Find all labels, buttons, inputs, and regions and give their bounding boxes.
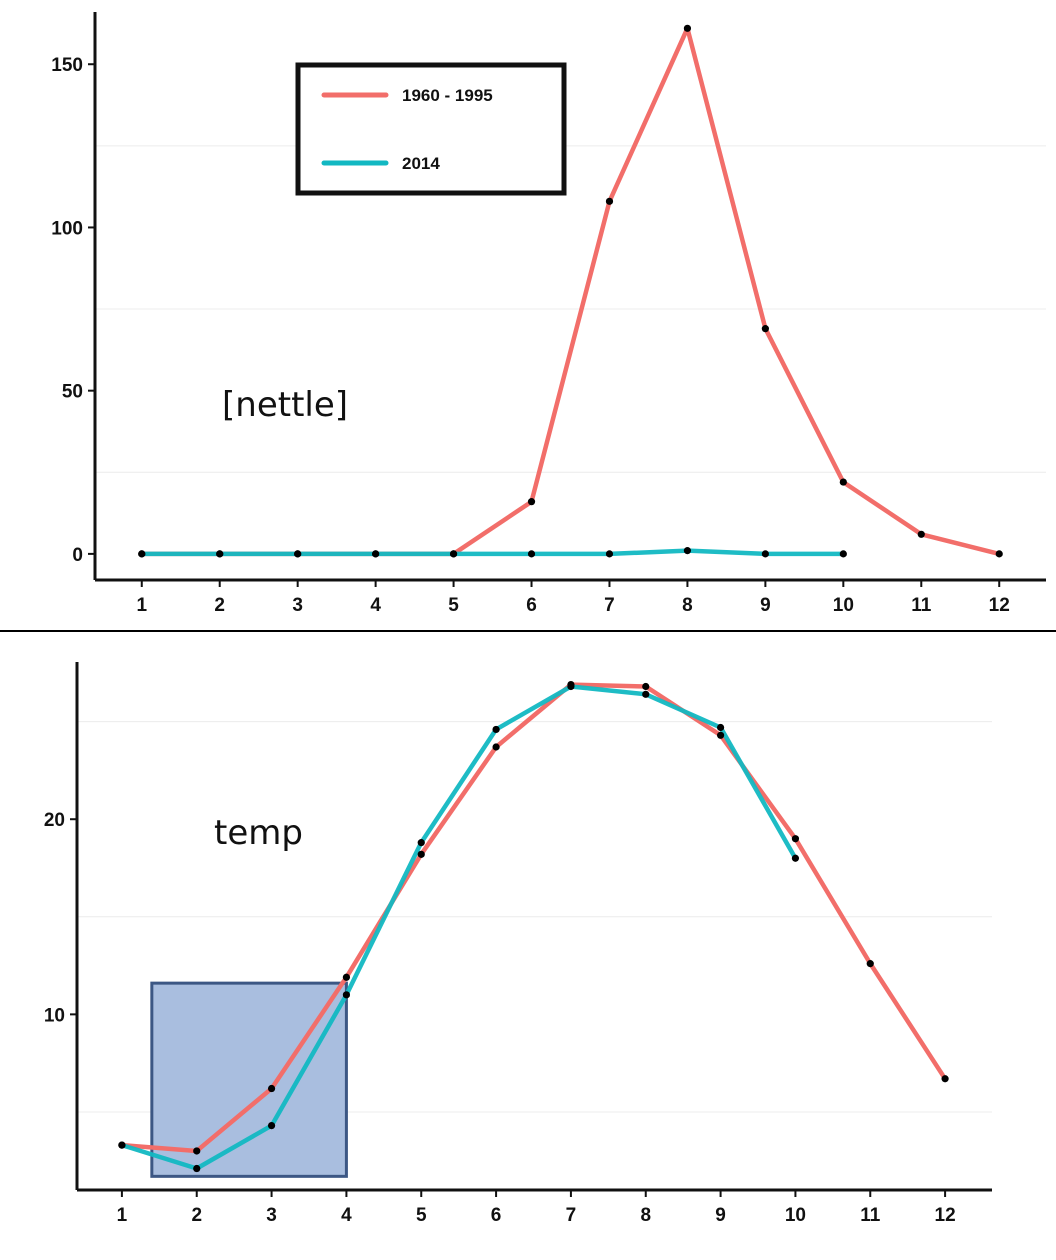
data-point: [683, 24, 692, 32]
data-point: [642, 682, 650, 691]
data-point: [791, 835, 800, 843]
x-tick-label: 9: [760, 595, 771, 616]
data-point: [716, 723, 725, 732]
series-line-2: [139, 548, 846, 557]
data-point: [917, 530, 925, 538]
x-tick-label: 2: [191, 1205, 202, 1226]
data-point: [492, 725, 500, 734]
data-point: [866, 960, 874, 968]
x-tick-label: 6: [526, 595, 537, 616]
highlight-box: [150, 981, 348, 1178]
data-point: [605, 550, 614, 558]
data-point: [294, 550, 302, 558]
x-tick-label: 11: [911, 595, 932, 616]
data-point: [417, 850, 425, 858]
x-tick-label: 7: [604, 595, 615, 616]
data-point: [791, 854, 800, 862]
x-tick-label: 3: [266, 1205, 277, 1226]
data-point: [527, 498, 536, 506]
series-line-1: [139, 26, 1002, 557]
chart-annotation: temp: [214, 813, 303, 853]
x-tick-label: 10: [833, 595, 854, 616]
y-tick-label: 150: [51, 55, 83, 76]
data-point: [716, 731, 725, 739]
chart-annotation: [nettle]: [222, 385, 348, 425]
data-point: [417, 839, 425, 847]
x-tick-label: 11: [860, 1205, 881, 1226]
y-tick-label: 20: [44, 810, 65, 831]
data-point: [761, 550, 769, 558]
data-point: [193, 1147, 201, 1155]
y-tick-label: 100: [51, 218, 83, 239]
x-tick-label: 4: [341, 1205, 352, 1226]
data-point: [267, 1122, 276, 1130]
data-point: [642, 690, 650, 698]
x-tick-label: 7: [566, 1205, 577, 1226]
series-line-1: [119, 682, 948, 1154]
data-point: [267, 1084, 276, 1093]
legend-label: 1960 - 1995: [402, 86, 493, 105]
x-tick-label: 2: [214, 595, 225, 616]
x-tick-label: 8: [682, 595, 693, 616]
data-point: [492, 743, 500, 751]
data-point: [193, 1164, 201, 1173]
x-tick-label: 8: [640, 1205, 651, 1226]
data-point: [941, 1075, 949, 1083]
x-tick-label: 5: [416, 1205, 427, 1226]
x-tick-label: 10: [785, 1205, 806, 1226]
y-tick-label: 10: [44, 1005, 65, 1026]
data-point: [683, 547, 692, 555]
data-point: [342, 991, 351, 999]
y-tick-label: 50: [62, 382, 83, 403]
x-tick-label: 3: [292, 595, 303, 616]
series-line-2: [119, 684, 798, 1171]
data-point: [605, 197, 614, 205]
data-point: [995, 550, 1003, 558]
temp-chart-panel: 1 2 3 4 5 6 7 8 9 10 11 12 10 20 temp: [0, 632, 1056, 1260]
data-point: [839, 550, 847, 558]
x-tick-label: 9: [715, 1205, 726, 1226]
x-tick-label: 4: [370, 595, 381, 616]
x-tick-label: 12: [989, 595, 1010, 616]
data-point: [527, 550, 536, 558]
data-point: [567, 682, 575, 691]
x-tick-label: 6: [491, 1205, 502, 1226]
data-point: [342, 973, 351, 981]
data-point: [138, 550, 146, 558]
legend: 1960 - 1995 2014: [295, 62, 567, 196]
x-tick-label: 12: [935, 1205, 956, 1226]
data-point: [761, 325, 769, 333]
legend-label: 2014: [402, 154, 440, 173]
data-point: [839, 478, 847, 486]
x-tick-label: 1: [136, 595, 147, 616]
data-point: [216, 550, 224, 558]
nettle-chart-panel: 1 2 3 4 5 6 7 8 9 10 11 12 0 50 100 150 [nettle] 1960 - 1…: [0, 0, 1056, 630]
data-point: [118, 1141, 126, 1149]
y-tick-label: 0: [72, 545, 83, 566]
data-point: [449, 550, 458, 558]
x-tick-label: 5: [448, 595, 459, 616]
data-point: [372, 550, 380, 558]
legend-box: [295, 62, 567, 196]
x-tick-label: 1: [117, 1205, 128, 1226]
